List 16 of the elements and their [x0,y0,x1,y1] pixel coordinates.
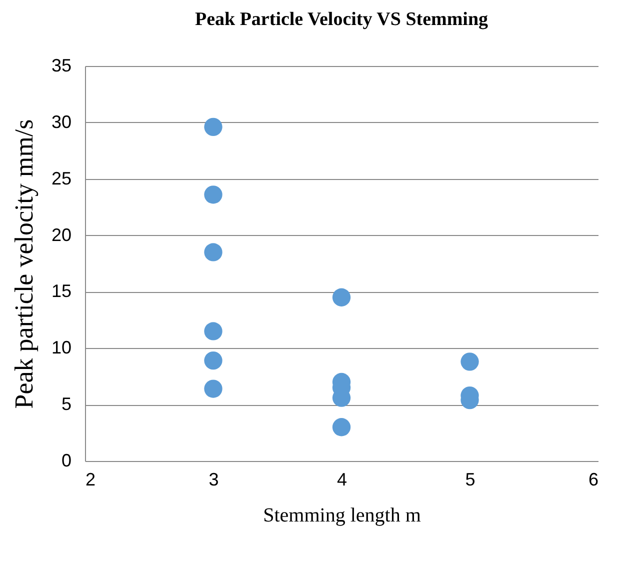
y-tick-label: 30 [51,112,72,132]
x-tick-label: 5 [465,470,476,490]
x-tick-label: 2 [86,470,96,490]
chart-title: Peak Particle Velocity VS Stemming [194,9,489,30]
y-tick-label: 35 [51,56,72,76]
x-tick-label: 3 [208,470,219,490]
y-tick-label: 15 [51,281,72,302]
y-tick-label: 5 [61,394,72,414]
x-tick-label: 6 [588,470,598,490]
x-axis-title: Stemming length m [263,504,422,526]
x-tick-label: 4 [336,470,348,490]
y-tick-label: 10 [51,338,72,358]
y-tick-label: 25 [51,168,72,188]
y-tick-label: 20 [51,224,72,245]
y-axis-title: Peak particle velocity mm/s [9,119,38,409]
y-tick-label: 0 [61,450,72,470]
